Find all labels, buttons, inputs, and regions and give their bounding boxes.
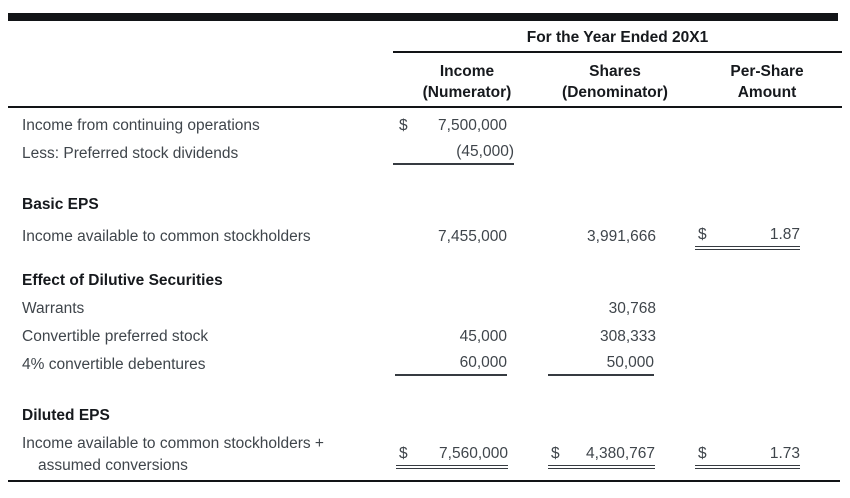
convertible-debentures-shares-value: 50,000 [606, 354, 654, 371]
column-header-income: Income (Numerator) [393, 61, 541, 103]
top-thick-rule [8, 13, 838, 21]
diluted-eps-per-share-cell: $ 1.73 [695, 445, 800, 469]
row-label-continuing-operations: Income from continuing operations [22, 117, 260, 134]
continuing-operations-income-cell: $ 7,500,000 [396, 117, 507, 135]
section-heading-dilutive-securities: Effect of Dilutive Securities [22, 272, 223, 289]
diluted-eps-income-cell: $ 7,560,000 [396, 445, 508, 469]
basic-eps-per-share-value: 1.87 [769, 226, 800, 243]
section-heading-diluted-eps: Diluted EPS [22, 407, 110, 424]
column-header-shares-line1: Shares [589, 63, 641, 80]
column-header-per-share-line1: Per-Share [730, 63, 804, 80]
preferred-dividends-income-cell: (45,000) [393, 143, 514, 165]
warrants-shares-value: 30,768 [608, 300, 656, 317]
basic-eps-shares-value: 3,991,666 [587, 228, 656, 245]
currency-symbol: $ [698, 226, 707, 243]
column-header-shares-line2: (Denominator) [562, 84, 668, 101]
row-label-diluted-eps-line2: assumed conversions [38, 457, 188, 474]
row-label-warrants: Warrants [22, 300, 85, 317]
diluted-eps-per-share-value: 1.73 [769, 445, 800, 462]
row-label-convertible-debentures: 4% convertible debentures [22, 356, 206, 373]
warrants-shares-cell: 30,768 [548, 300, 656, 318]
diluted-eps-income-value: 7,560,000 [439, 445, 508, 462]
convertible-preferred-income-value: 45,000 [459, 328, 507, 345]
currency-symbol: $ [399, 117, 408, 134]
convertible-debentures-income-cell: 60,000 [395, 354, 507, 376]
basic-eps-per-share-cell: $ 1.87 [695, 226, 800, 250]
period-header-underline [393, 51, 842, 53]
column-header-per-share-line2: Amount [737, 84, 797, 101]
column-header-income-line1: Income [439, 63, 495, 80]
currency-symbol: $ [551, 445, 560, 462]
period-header: For the Year Ended 20X1 [526, 29, 709, 46]
convertible-debentures-shares-cell: 50,000 [548, 354, 654, 376]
bottom-rule [8, 480, 840, 482]
currency-symbol: $ [698, 445, 707, 462]
row-label-basic-eps: Income available to common stockholders [22, 228, 311, 245]
row-label-diluted-eps-line1: Income available to common stockholders … [22, 435, 324, 452]
basic-eps-income-value: 7,455,000 [438, 228, 507, 245]
convertible-debentures-income-value: 60,000 [459, 354, 507, 371]
section-heading-basic-eps: Basic EPS [22, 196, 99, 213]
diluted-eps-shares-value: 4,380,767 [586, 445, 655, 462]
convertible-preferred-shares-cell: 308,333 [548, 328, 656, 346]
basic-eps-shares-cell: 3,991,666 [548, 228, 656, 246]
row-label-preferred-dividends: Less: Preferred stock dividends [22, 145, 239, 162]
column-header-underline [8, 106, 842, 108]
continuing-operations-income-value: 7,500,000 [438, 117, 507, 134]
convertible-preferred-shares-value: 308,333 [599, 328, 656, 345]
preferred-dividends-income-value: (45,000) [456, 143, 514, 160]
column-header-shares: Shares (Denominator) [540, 61, 690, 103]
convertible-preferred-income-cell: 45,000 [396, 328, 507, 346]
column-header-income-line2: (Numerator) [422, 84, 512, 101]
basic-eps-income-cell: 7,455,000 [396, 228, 507, 246]
column-header-per-share: Per-Share Amount [692, 61, 842, 103]
currency-symbol: $ [399, 445, 408, 462]
diluted-eps-shares-cell: $ 4,380,767 [548, 445, 655, 469]
row-label-convertible-preferred: Convertible preferred stock [22, 328, 209, 345]
